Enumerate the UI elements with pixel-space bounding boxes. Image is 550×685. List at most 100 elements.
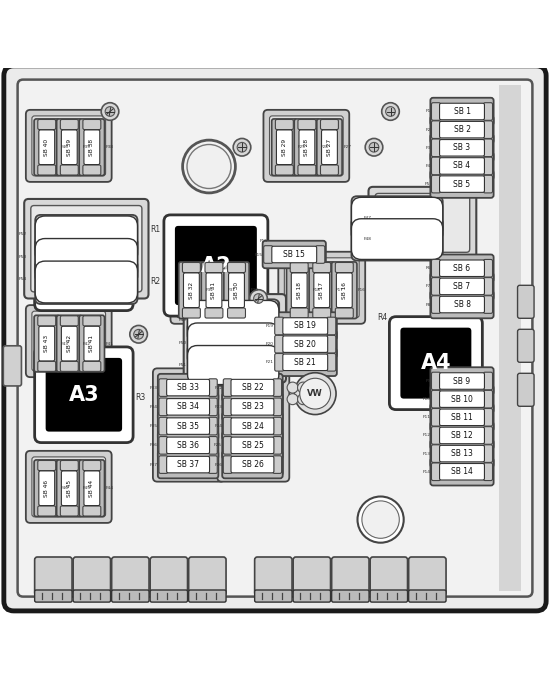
FancyBboxPatch shape — [273, 456, 282, 473]
FancyBboxPatch shape — [292, 273, 307, 308]
FancyBboxPatch shape — [321, 119, 338, 129]
FancyBboxPatch shape — [60, 316, 78, 326]
FancyBboxPatch shape — [483, 157, 493, 175]
FancyBboxPatch shape — [158, 451, 218, 478]
FancyBboxPatch shape — [57, 460, 82, 516]
Text: SB 30: SB 30 — [234, 282, 239, 299]
FancyBboxPatch shape — [336, 308, 353, 318]
FancyBboxPatch shape — [290, 262, 308, 273]
FancyBboxPatch shape — [518, 373, 534, 406]
FancyBboxPatch shape — [39, 130, 54, 164]
FancyBboxPatch shape — [283, 318, 328, 334]
FancyBboxPatch shape — [400, 327, 471, 399]
FancyBboxPatch shape — [159, 436, 168, 454]
FancyBboxPatch shape — [518, 329, 534, 362]
FancyBboxPatch shape — [112, 557, 149, 595]
Text: F49: F49 — [179, 318, 187, 322]
Circle shape — [237, 142, 247, 152]
FancyBboxPatch shape — [327, 336, 336, 353]
Circle shape — [298, 382, 309, 393]
Text: F2: F2 — [425, 127, 430, 132]
Bar — [499, 85, 521, 591]
FancyBboxPatch shape — [439, 297, 485, 313]
FancyBboxPatch shape — [276, 119, 293, 129]
FancyBboxPatch shape — [321, 165, 338, 175]
FancyBboxPatch shape — [46, 358, 122, 432]
FancyBboxPatch shape — [60, 119, 78, 129]
Circle shape — [134, 329, 144, 339]
FancyBboxPatch shape — [483, 390, 493, 408]
FancyBboxPatch shape — [167, 399, 210, 415]
FancyBboxPatch shape — [389, 316, 482, 410]
Text: F31: F31 — [228, 288, 236, 292]
Text: F47: F47 — [363, 216, 371, 220]
Text: A1: A1 — [69, 251, 99, 271]
FancyBboxPatch shape — [483, 277, 493, 295]
FancyBboxPatch shape — [188, 301, 279, 340]
Text: SB 1: SB 1 — [454, 107, 470, 116]
Circle shape — [300, 378, 331, 409]
FancyBboxPatch shape — [439, 140, 485, 156]
FancyBboxPatch shape — [79, 119, 104, 175]
Text: SB 37: SB 37 — [177, 460, 199, 469]
FancyBboxPatch shape — [439, 391, 485, 408]
FancyBboxPatch shape — [231, 456, 274, 473]
FancyBboxPatch shape — [24, 199, 149, 299]
FancyBboxPatch shape — [327, 317, 336, 335]
FancyBboxPatch shape — [208, 398, 217, 416]
FancyBboxPatch shape — [431, 445, 441, 462]
Text: SB 43: SB 43 — [44, 335, 50, 352]
FancyBboxPatch shape — [223, 456, 232, 473]
Text: SB 16: SB 16 — [342, 282, 347, 299]
FancyBboxPatch shape — [431, 408, 441, 426]
FancyBboxPatch shape — [264, 246, 273, 263]
FancyBboxPatch shape — [351, 197, 443, 238]
Text: SB 21: SB 21 — [294, 358, 316, 366]
FancyBboxPatch shape — [222, 374, 283, 401]
Text: R2: R2 — [151, 277, 161, 286]
FancyBboxPatch shape — [39, 326, 54, 361]
FancyBboxPatch shape — [231, 379, 274, 396]
Circle shape — [298, 394, 309, 405]
Text: F8: F8 — [425, 303, 430, 307]
FancyBboxPatch shape — [38, 361, 56, 371]
Text: SB 11: SB 11 — [451, 413, 473, 422]
FancyBboxPatch shape — [272, 246, 317, 263]
FancyBboxPatch shape — [153, 369, 225, 482]
FancyBboxPatch shape — [184, 294, 286, 383]
Text: A2: A2 — [201, 256, 231, 275]
Text: F42: F42 — [83, 342, 91, 346]
FancyBboxPatch shape — [430, 255, 494, 282]
FancyBboxPatch shape — [294, 119, 320, 175]
FancyBboxPatch shape — [35, 215, 138, 259]
Circle shape — [233, 138, 251, 156]
Text: F53: F53 — [19, 255, 27, 259]
FancyBboxPatch shape — [223, 417, 232, 435]
FancyBboxPatch shape — [26, 110, 112, 182]
Text: F16: F16 — [358, 288, 366, 292]
Text: VW: VW — [307, 389, 323, 398]
Text: F22: F22 — [214, 386, 222, 390]
FancyBboxPatch shape — [205, 308, 223, 318]
FancyBboxPatch shape — [284, 258, 359, 318]
FancyBboxPatch shape — [439, 373, 485, 389]
FancyBboxPatch shape — [430, 422, 494, 449]
FancyBboxPatch shape — [167, 418, 210, 434]
Text: SB 40: SB 40 — [44, 138, 50, 155]
Text: A3: A3 — [69, 385, 99, 405]
FancyBboxPatch shape — [38, 119, 56, 129]
FancyBboxPatch shape — [158, 393, 218, 421]
FancyBboxPatch shape — [84, 326, 100, 361]
Text: F14: F14 — [422, 470, 430, 474]
FancyBboxPatch shape — [222, 412, 283, 440]
FancyBboxPatch shape — [274, 312, 337, 340]
Text: F15: F15 — [255, 253, 263, 256]
FancyBboxPatch shape — [483, 296, 493, 313]
Text: F36: F36 — [150, 443, 158, 447]
FancyBboxPatch shape — [159, 417, 168, 435]
FancyBboxPatch shape — [431, 372, 441, 390]
Text: F23: F23 — [214, 405, 222, 409]
FancyBboxPatch shape — [290, 308, 308, 318]
FancyBboxPatch shape — [275, 317, 284, 335]
Text: F20: F20 — [266, 342, 274, 346]
